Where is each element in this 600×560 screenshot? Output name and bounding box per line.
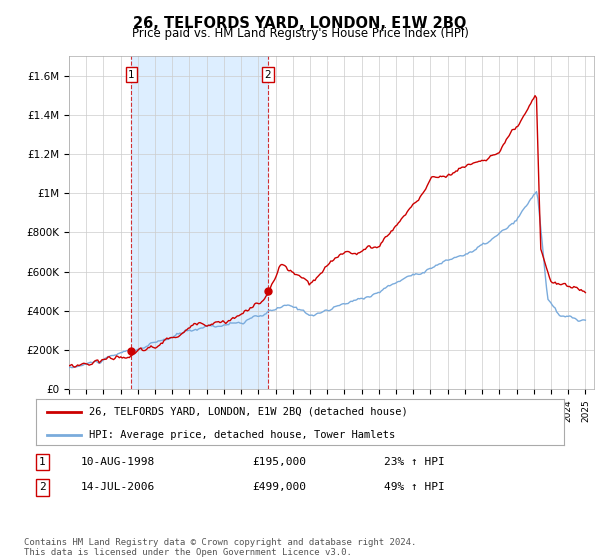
Text: 10-AUG-1998: 10-AUG-1998 (81, 457, 155, 467)
Text: Price paid vs. HM Land Registry's House Price Index (HPI): Price paid vs. HM Land Registry's House … (131, 27, 469, 40)
Text: Contains HM Land Registry data © Crown copyright and database right 2024.
This d: Contains HM Land Registry data © Crown c… (24, 538, 416, 557)
Text: 14-JUL-2006: 14-JUL-2006 (81, 482, 155, 492)
Text: 2: 2 (265, 70, 271, 80)
Bar (131, 56, 268, 389)
Text: £499,000: £499,000 (252, 482, 306, 492)
Text: £195,000: £195,000 (252, 457, 306, 467)
Text: 2: 2 (39, 482, 46, 492)
Text: 49% ↑ HPI: 49% ↑ HPI (384, 482, 445, 492)
Text: 1: 1 (39, 457, 46, 467)
Text: 23% ↑ HPI: 23% ↑ HPI (384, 457, 445, 467)
Text: HPI: Average price, detached house, Tower Hamlets: HPI: Average price, detached house, Towe… (89, 430, 395, 440)
Text: 26, TELFORDS YARD, LONDON, E1W 2BQ (detached house): 26, TELFORDS YARD, LONDON, E1W 2BQ (deta… (89, 407, 407, 417)
Text: 26, TELFORDS YARD, LONDON, E1W 2BQ: 26, TELFORDS YARD, LONDON, E1W 2BQ (133, 16, 467, 31)
Text: 1: 1 (128, 70, 135, 80)
